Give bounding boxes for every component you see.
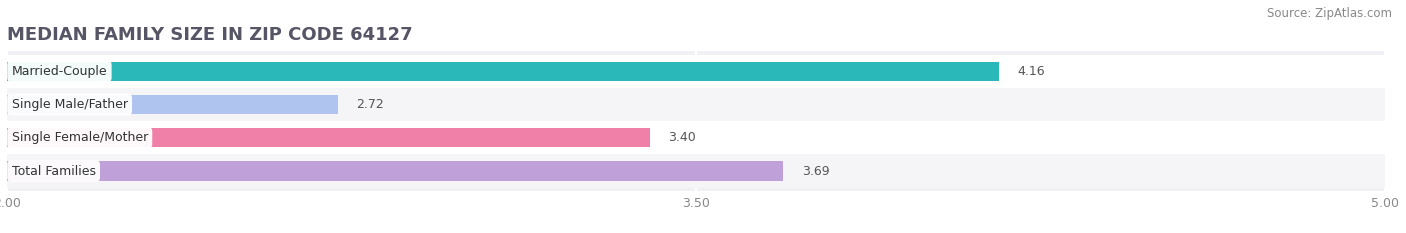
Text: Total Families: Total Families <box>11 164 96 178</box>
FancyBboxPatch shape <box>7 154 1385 188</box>
Text: Married-Couple: Married-Couple <box>11 65 107 78</box>
FancyBboxPatch shape <box>7 121 1385 154</box>
Text: Single Female/Mother: Single Female/Mother <box>11 131 148 144</box>
Text: MEDIAN FAMILY SIZE IN ZIP CODE 64127: MEDIAN FAMILY SIZE IN ZIP CODE 64127 <box>7 26 412 44</box>
Bar <box>7 128 650 147</box>
Bar <box>7 161 783 181</box>
FancyBboxPatch shape <box>7 88 1385 121</box>
Text: 3.69: 3.69 <box>801 164 830 178</box>
Text: Source: ZipAtlas.com: Source: ZipAtlas.com <box>1267 7 1392 20</box>
Text: 4.16: 4.16 <box>1018 65 1045 78</box>
Bar <box>7 62 1000 81</box>
Text: 3.40: 3.40 <box>668 131 696 144</box>
Bar <box>7 95 337 114</box>
Text: Single Male/Father: Single Male/Father <box>11 98 128 111</box>
FancyBboxPatch shape <box>7 55 1385 88</box>
Text: 2.72: 2.72 <box>356 98 384 111</box>
